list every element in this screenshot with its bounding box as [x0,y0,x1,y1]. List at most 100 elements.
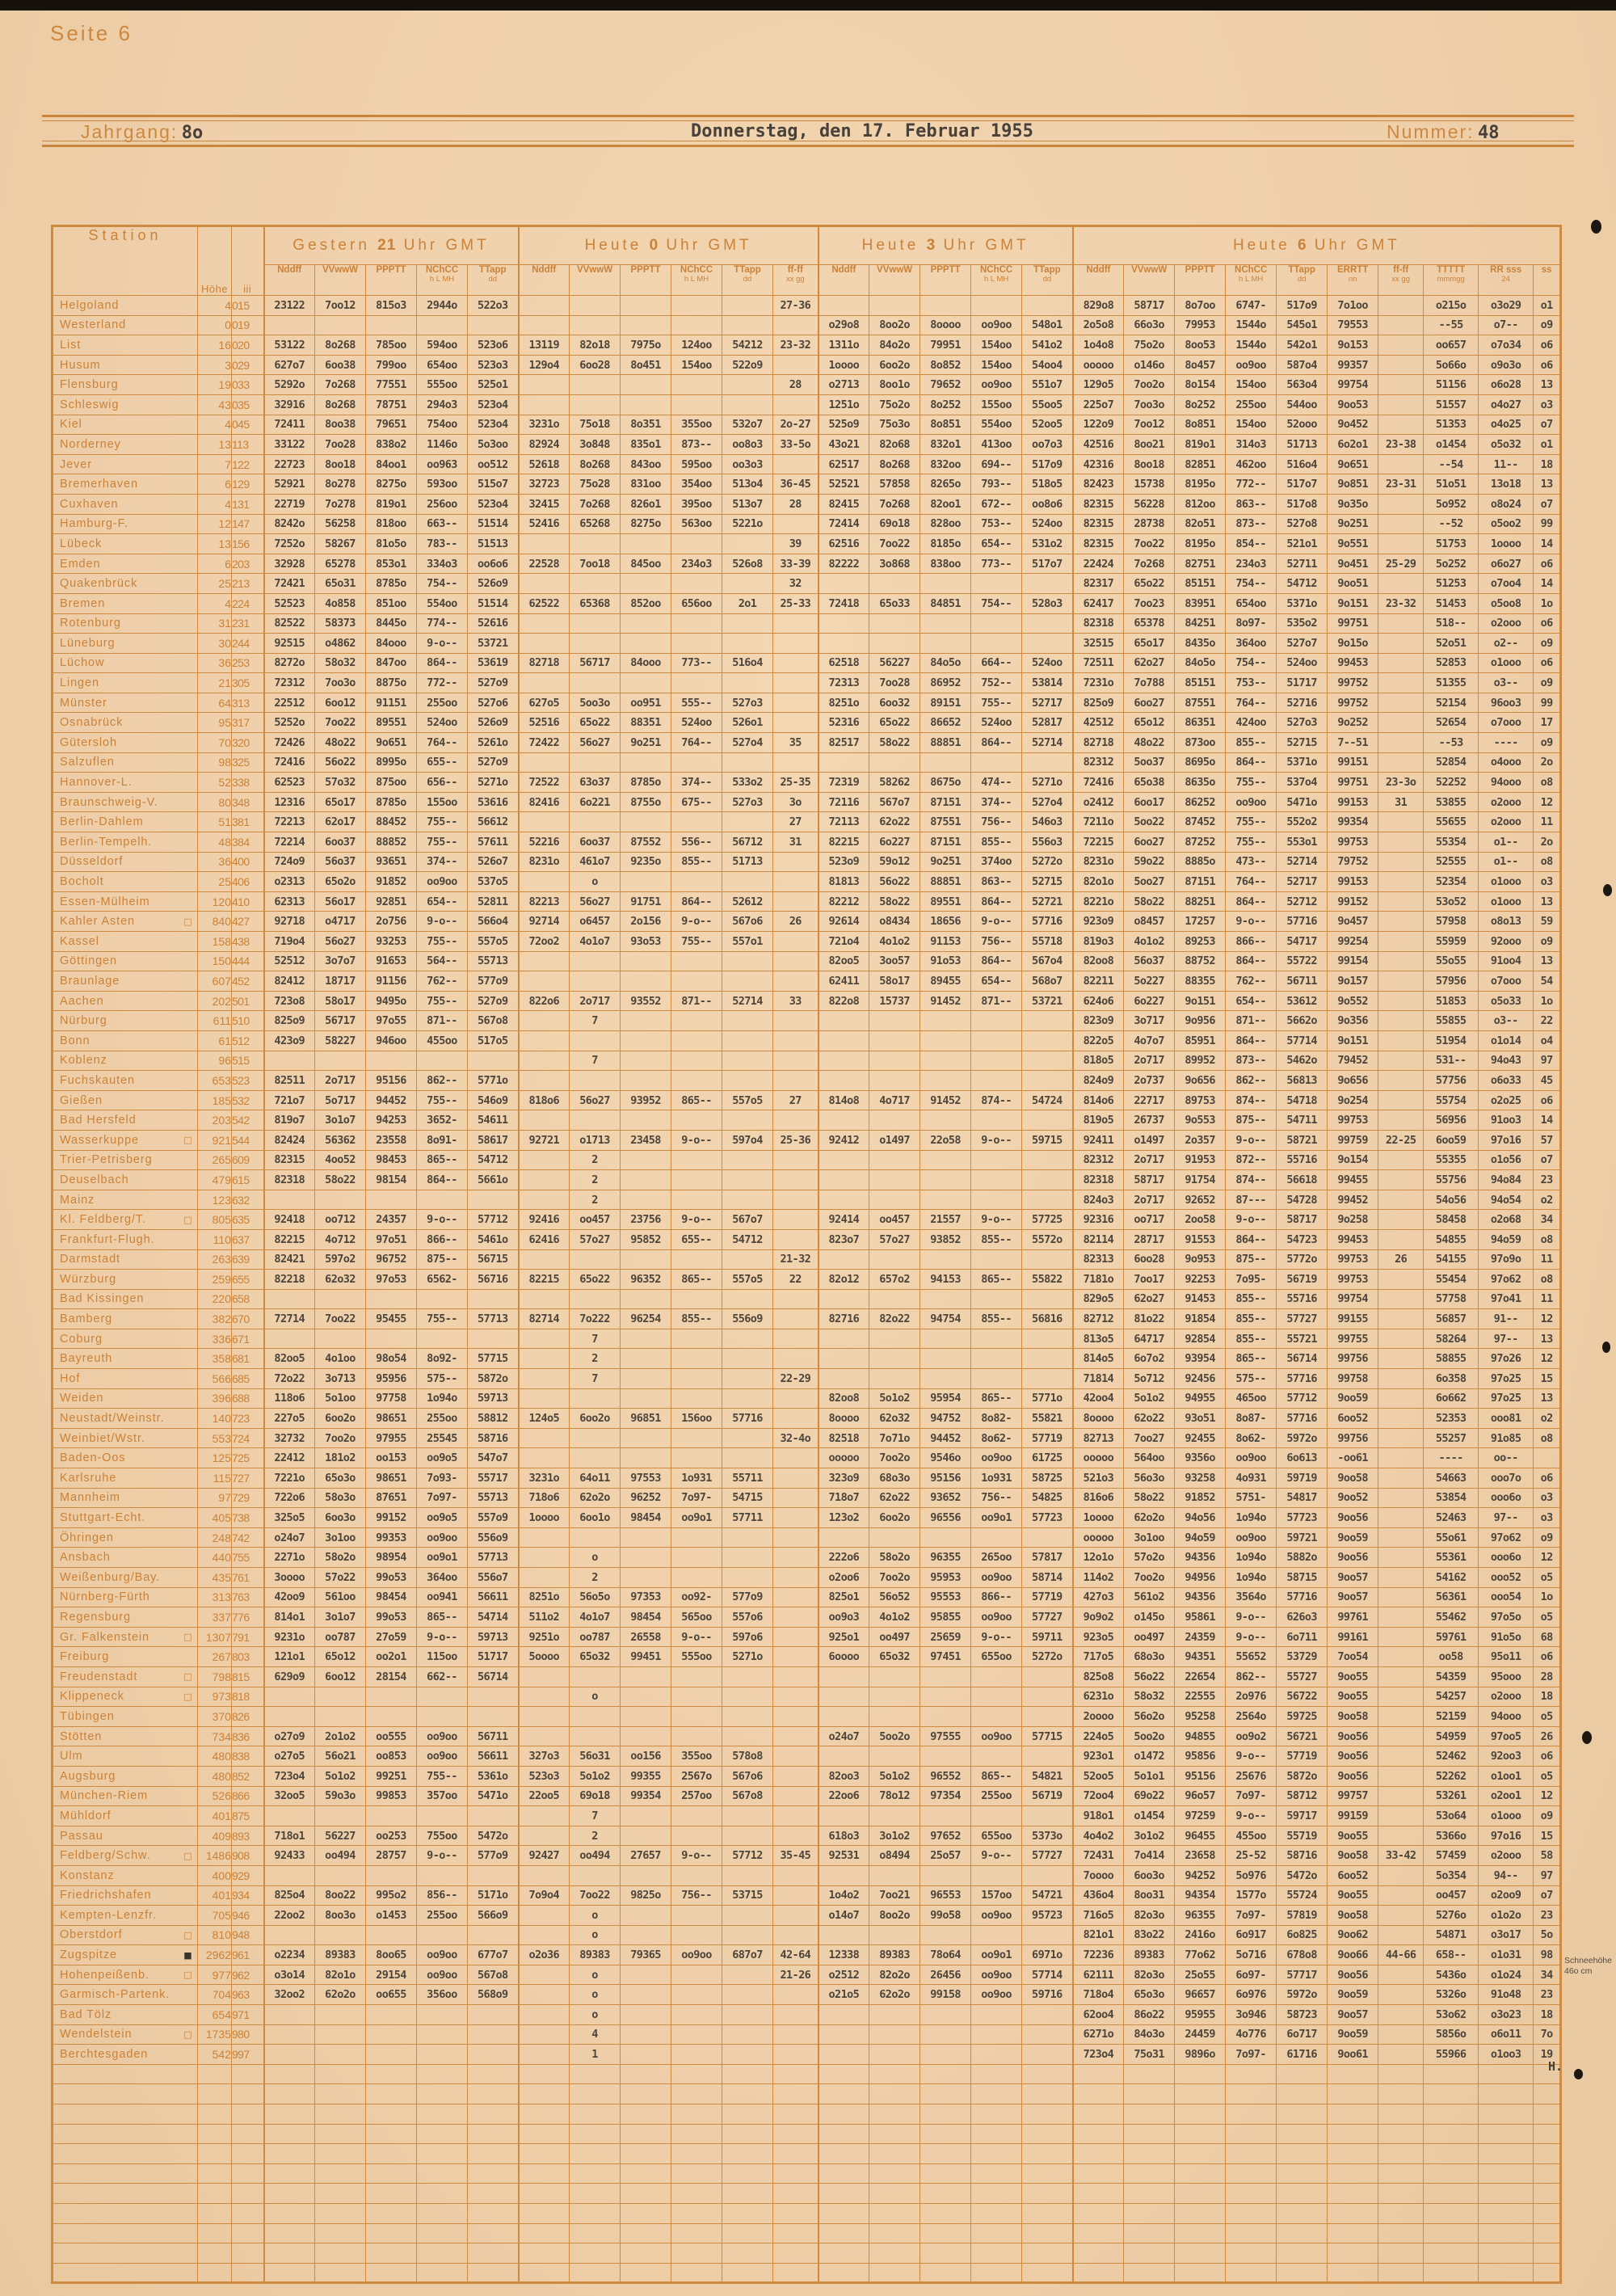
data-cell: 629o9 [263,1666,315,1687]
data-cell [314,1050,366,1072]
hoehe-cell: 185 [197,1089,232,1111]
data-cell [1174,2203,1227,2224]
hoehe-cell [197,2104,232,2125]
data-cell [466,2044,520,2065]
data-cell [1423,2243,1479,2264]
data-cell [869,2083,921,2105]
data-cell: 22oo2 [263,1905,315,1926]
data-cell: 32723 [517,474,570,495]
data-cell [817,1666,870,1687]
data-cell: 15 [1533,1368,1562,1389]
data-cell: 94752 [920,1408,972,1429]
data-cell: 9oo56 [1327,1507,1379,1528]
data-cell [772,1885,819,1906]
data-cell: 785oo [365,335,417,356]
station-name-cell: Freiburg [52,1646,198,1667]
data-cell [817,633,870,654]
data-cell: 95953 [920,1567,972,1588]
data-cell: 82212 [817,891,870,912]
data-cell [569,1427,621,1449]
station-name-cell: Neustadt/Weinstr. [52,1408,198,1429]
data-cell: 597o2 [314,1249,366,1270]
data-cell: 5261o [466,732,520,753]
station-number-cell: 908 [231,1845,264,1866]
data-cell: oo92- [671,1586,723,1608]
data-cell: 53616 [466,791,520,813]
data-cell: 52252 [1423,772,1479,793]
data-cell [517,1328,570,1350]
data-cell: 97-- [1478,1328,1534,1350]
data-cell: 62522 [517,592,570,614]
data-cell [416,2203,468,2224]
data-cell: 52512 [263,950,315,972]
data-cell: 4o1o7 [569,931,621,952]
data-cell: 5o1o1 [1123,1765,1176,1787]
data-cell: 98 [1533,1944,1562,1965]
table-row: Friedrichshafen 401 934 825o4 8oo22 995o2 856-… [52,1885,1562,1906]
data-cell: 873-- [1225,1050,1277,1072]
table-row: Husum 3 029 627o7 6oo38 799oo 654oo 523o3 129o4 6… [52,354,1562,376]
data-cell: 84851 [920,592,972,614]
data-cell: 52521 [817,474,870,495]
data-cell: 526o8 [722,553,774,575]
data-cell: 72oo2 [517,931,570,952]
data-cell [1071,2243,1125,2264]
data-cell: 52717 [1021,692,1074,714]
data-cell: 51717 [1276,672,1328,693]
data-cell: 578o8 [722,1746,774,1767]
data-cell: 56362 [314,1129,366,1151]
hoehe-cell: 7 [197,453,232,475]
data-cell: 14 [1533,573,1562,594]
data-cell [1378,712,1425,734]
data-cell: 754oo [416,414,468,436]
data-cell: oo494 [314,1845,366,1866]
data-cell: 7221o [263,1468,315,1489]
data-cell: 8275o [365,474,417,495]
station-number-cell: 427 [231,911,264,932]
data-cell: 436o4 [1071,1885,1125,1906]
data-cell [416,2004,468,2025]
station-name-cell: Flensburg [52,374,198,395]
data-cell: 97451 [920,1646,972,1667]
data-cell: o [569,1905,621,1926]
data-cell: 69o18 [569,1785,621,1807]
station-name: Weinbiet/Wstr. [60,1431,145,1445]
data-cell: 8o268 [314,335,366,356]
data-cell [1378,1110,1425,1131]
data-cell: 82716 [817,1308,870,1329]
data-cell: 756-- [671,1885,723,1906]
data-cell: o [569,1547,621,1568]
hoehe-cell: 542 [197,2044,232,2065]
data-cell: 95258 [1174,1706,1227,1727]
data-cell [416,1805,468,1826]
data-cell [1378,2183,1425,2204]
station-name-cell: Bocholt [52,871,198,892]
data-cell: 54855 [1423,1228,1479,1250]
data-cell: 52854 [1423,752,1479,773]
station-name: Friedrichshafen [60,1889,152,1902]
station-name-cell [52,2183,198,2204]
data-cell: o7 [1533,1149,1562,1171]
data-cell [671,533,723,554]
station-number-cell: 020 [231,335,264,356]
data-cell: 33-5o [772,434,819,455]
data-cell: 52715 [1021,871,1074,892]
station-name-cell: Kiel [52,414,198,436]
data-cell [817,1527,870,1548]
data-cell: 873-- [1225,513,1277,535]
data-cell [772,1686,819,1708]
data-cell: 855-- [1225,732,1277,753]
data-cell [671,1288,723,1310]
data-cell: 26456 [920,1964,972,1986]
data-cell [1378,2262,1425,2284]
data-cell: 524oo [1276,652,1328,674]
data-cell: 56816 [1021,1308,1074,1329]
data-cell [620,295,672,316]
data-cell: 88351 [620,712,672,734]
data-cell [920,1070,972,1091]
data-cell: 863-- [970,871,1023,892]
data-cell [1533,2143,1562,2164]
data-cell: 23-3o [1378,772,1425,793]
data-cell: 6o917 [1225,1924,1277,1946]
data-cell: 62518 [817,652,870,674]
